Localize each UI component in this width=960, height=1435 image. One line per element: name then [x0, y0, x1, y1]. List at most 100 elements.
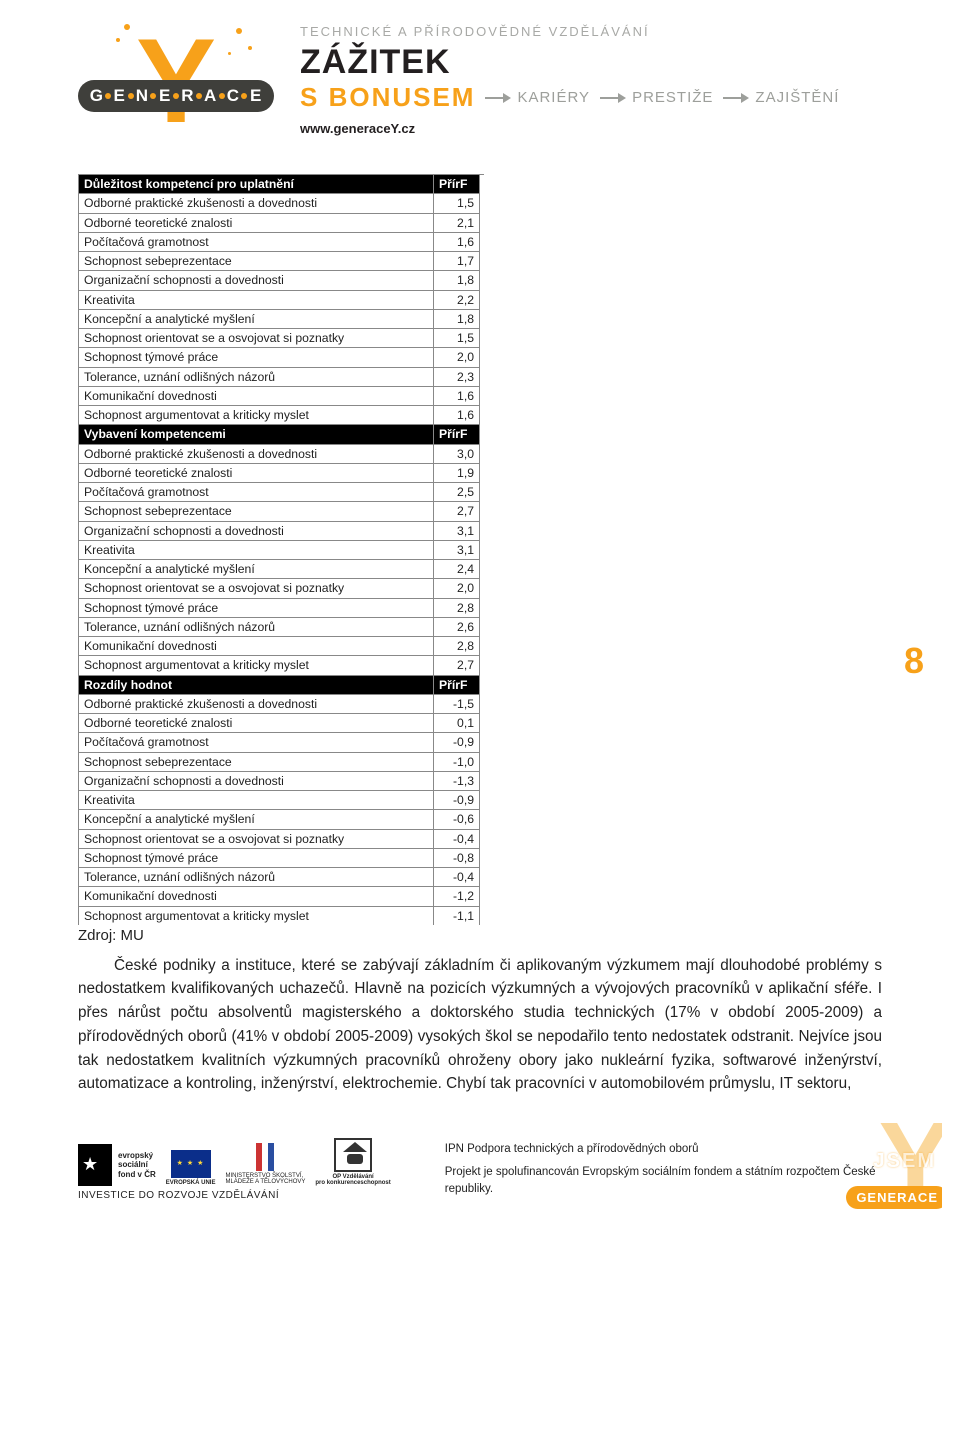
- table-row: Tolerance, uznání odlišných názorů2,6: [79, 617, 480, 636]
- logo-letter: A: [202, 86, 219, 106]
- table-cell-label: Kreativita: [79, 290, 434, 309]
- table-section-header: Vybavení kompetencemi: [79, 425, 434, 444]
- table-section-header: Důležitost kompetencí pro uplatnění: [79, 175, 434, 194]
- table-row: Komunikační dovednosti2,8: [79, 637, 480, 656]
- logo-letter: E: [247, 86, 264, 106]
- table-cell-value: -0,9: [434, 791, 480, 810]
- header-url: www.generaceY.cz: [300, 121, 882, 136]
- table-row: Počítačová gramotnost1,6: [79, 232, 480, 251]
- table-row: Schopnost orientovat se a osvojovat si p…: [79, 829, 480, 848]
- table-cell-value: 2,7: [434, 502, 480, 521]
- table-row: Schopnost argumentovat a kriticky myslet…: [79, 656, 480, 675]
- table-cell-label: Schopnost sebeprezentace: [79, 252, 434, 271]
- table-row: Kreativita-0,9: [79, 791, 480, 810]
- table-cell-label: Organizační schopnosti a dovednosti: [79, 521, 434, 540]
- table-cell-label: Kreativita: [79, 791, 434, 810]
- table-cell-label: Schopnost týmové práce: [79, 848, 434, 867]
- table-cell-label: Koncepční a analytické myšlení: [79, 810, 434, 829]
- esf-star-icon: [78, 1144, 112, 1186]
- table-cell-value: 2,7: [434, 656, 480, 675]
- arrow-icon: [600, 92, 626, 104]
- esf-logo: evropský sociální fond v ČR: [78, 1144, 156, 1186]
- table-cell-value: 2,8: [434, 598, 480, 617]
- table-cell-value: 3,1: [434, 540, 480, 559]
- table-row: Schopnost týmové práce2,8: [79, 598, 480, 617]
- table-cell-value: 1,5: [434, 194, 480, 213]
- table-cell-value: -0,4: [434, 868, 480, 887]
- table-cell-value: -0,9: [434, 733, 480, 752]
- page-header: Y GENERACE TECHNICKÉ A PŘÍRODOVĚDNÉ VZDĚ…: [78, 18, 882, 148]
- table-row: Schopnost argumentovat a kriticky myslet…: [79, 406, 480, 425]
- logo-text-bar: GENERACE: [78, 80, 274, 112]
- table-cell-label: Komunikační dovednosti: [79, 887, 434, 906]
- arrow-word-1: KARIÉRY: [517, 89, 590, 106]
- table-cell-label: Schopnost argumentovat a kriticky myslet: [79, 906, 434, 925]
- table-cell-value: 2,0: [434, 579, 480, 598]
- table-cell-label: Schopnost sebeprezentace: [79, 752, 434, 771]
- table-cell-label: Odborné praktické zkušenosti a dovednost…: [79, 194, 434, 213]
- table-row: Odborné teoretické znalosti1,9: [79, 463, 480, 482]
- table-row: Tolerance, uznání odlišných názorů-0,4: [79, 868, 480, 887]
- competencies-table: Důležitost kompetencí pro uplatnění PřírF…: [78, 174, 480, 925]
- table-cell-value: 3,0: [434, 444, 480, 463]
- header-title-1: ZÁŽITEK: [300, 43, 882, 82]
- table-cell-value: -0,6: [434, 810, 480, 829]
- table-row: Schopnost sebeprezentace2,7: [79, 502, 480, 521]
- table-cell-value: 0,1: [434, 714, 480, 733]
- table-cell-value: 2,2: [434, 290, 480, 309]
- table-cell-value: -1,2: [434, 887, 480, 906]
- table-cell-value: 1,8: [434, 271, 480, 290]
- msmt-logo: MINISTERSTVO ŠKOLSTVÍ,MLÁDEŽE A TĚLOVÝCH…: [225, 1143, 305, 1186]
- table-row: Organizační schopnosti a dovednosti3,1: [79, 521, 480, 540]
- table-cell-value: 2,8: [434, 637, 480, 656]
- header-tagline: TECHNICKÉ A PŘÍRODOVĚDNÉ VZDĚLÁVÁNÍ: [300, 24, 882, 39]
- table-cell-value: -1,3: [434, 771, 480, 790]
- table-cell-value: 3,1: [434, 521, 480, 540]
- table-cell-label: Komunikační dovednosti: [79, 386, 434, 405]
- table-cell-label: Odborné praktické zkušenosti a dovednost…: [79, 694, 434, 713]
- arrow-icon: [485, 92, 511, 104]
- table-cell-value: -1,5: [434, 694, 480, 713]
- table-row: Schopnost sebeprezentace-1,0: [79, 752, 480, 771]
- eu-logo: EVROPSKÁ UNIE: [166, 1150, 216, 1186]
- table-cell-value: 1,8: [434, 309, 480, 328]
- table-cell-value: -1,1: [434, 906, 480, 925]
- table-cell-label: Schopnost týmové práce: [79, 598, 434, 617]
- table-cell-label: Organizační schopnosti a dovednosti: [79, 771, 434, 790]
- table-row: Odborné teoretické znalosti0,1: [79, 714, 480, 733]
- table-cell-label: Odborné teoretické znalosti: [79, 213, 434, 232]
- opvk-logo: OP Vzdělávánípro konkurenceschopnost: [315, 1138, 390, 1186]
- table-row: Koncepční a analytické myšlení1,8: [79, 309, 480, 328]
- table-cell-label: Odborné teoretické znalosti: [79, 714, 434, 733]
- table-cell-value: 2,3: [434, 367, 480, 386]
- table-cell-label: Schopnost argumentovat a kriticky myslet: [79, 406, 434, 425]
- eu-flag-icon: [171, 1150, 211, 1178]
- table-cell-label: Schopnost argumentovat a kriticky myslet: [79, 656, 434, 675]
- table-row: Komunikační dovednosti-1,2: [79, 887, 480, 906]
- table-cell-label: Schopnost týmové práce: [79, 348, 434, 367]
- table-cell-value: 1,6: [434, 386, 480, 405]
- table-col-header: PřírF: [434, 425, 480, 444]
- table-source: Zdroj: MU: [78, 927, 882, 944]
- table-row: Kreativita3,1: [79, 540, 480, 559]
- table-row: Odborné praktické zkušenosti a dovednost…: [79, 194, 480, 213]
- table-cell-label: Počítačová gramotnost: [79, 733, 434, 752]
- competencies-table-wrap: Důležitost kompetencí pro uplatnění PřírF…: [78, 174, 480, 925]
- table-cell-value: 2,6: [434, 617, 480, 636]
- table-cell-label: Koncepční a analytické myšlení: [79, 560, 434, 579]
- table-cell-value: -0,8: [434, 848, 480, 867]
- table-cell-label: Schopnost orientovat se a osvojovat si p…: [79, 829, 434, 848]
- arrow-icon: [723, 92, 749, 104]
- table-cell-value: 2,0: [434, 348, 480, 367]
- logo-letter: R: [179, 86, 196, 106]
- table-cell-label: Odborné praktické zkušenosti a dovednost…: [79, 444, 434, 463]
- logo-letter: E: [156, 86, 173, 106]
- table-row: Komunikační dovednosti1,6: [79, 386, 480, 405]
- table-row: Koncepční a analytické myšlení-0,6: [79, 810, 480, 829]
- table-cell-label: Koncepční a analytické myšlení: [79, 309, 434, 328]
- generace-y-logo: Y GENERACE: [78, 18, 278, 148]
- table-row: Schopnost orientovat se a osvojovat si p…: [79, 579, 480, 598]
- logo-letter: G: [88, 86, 105, 106]
- table-cell-value: 2,1: [434, 213, 480, 232]
- table-row-cut: Schopnost argumentovat a kriticky myslet…: [79, 906, 480, 925]
